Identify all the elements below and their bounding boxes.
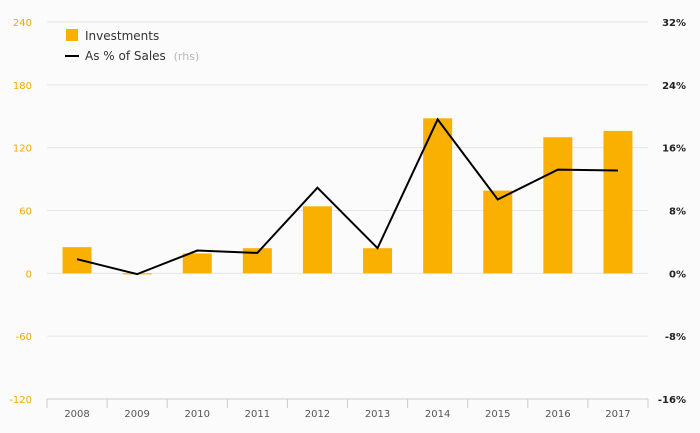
x-tick-label: 2012: [305, 409, 330, 420]
y-right-tick-label: 0%: [669, 269, 686, 280]
bar-investments-2013: [363, 248, 393, 274]
bar-investments-2014: [423, 118, 453, 274]
bar-investments-2015: [483, 190, 513, 274]
x-tick-label: 2014: [425, 409, 450, 420]
y-left-tick-label: 120: [13, 144, 32, 155]
legend-swatch-investments: [66, 29, 78, 41]
y-left-tick-label: -120: [9, 395, 32, 406]
x-tick-label: 2015: [485, 409, 510, 420]
y-right-tick-label: 16%: [662, 144, 686, 155]
y-left-tick-label: 0: [26, 269, 32, 280]
bar-investments-2017: [603, 130, 633, 274]
legend: Investments As % of Sales (rhs): [65, 29, 199, 63]
axes: 240 180 120 60 0 -60 -120 32% 24% 16% 8% 0% -8% -16% 2…: [9, 18, 686, 420]
legend-label-sales-pct: As % of Sales: [85, 49, 166, 63]
x-tick-label: 2017: [605, 409, 630, 420]
x-tick-label: 2009: [124, 409, 149, 420]
x-tick-label: 2016: [545, 409, 570, 420]
bar-investments-2010: [182, 253, 212, 274]
legend-label-sales-pct-group: As % of Sales (rhs): [85, 49, 199, 63]
y-right-tick-label: 8%: [669, 207, 686, 218]
line-as-pct-of-sales: [76, 117, 618, 276]
y-left-tick-label: 180: [13, 81, 32, 92]
y-right-tick-label: 32%: [662, 18, 686, 29]
y-left-tick-label: 240: [13, 18, 32, 29]
x-tick-label: 2011: [245, 409, 270, 420]
x-tick-label: 2013: [365, 409, 390, 420]
x-tick-label: 2008: [64, 409, 89, 420]
x-tick-label: 2010: [185, 409, 210, 420]
y-right-tick-label: -8%: [665, 332, 686, 343]
investment-bars: [62, 118, 633, 275]
bar-investments-2016: [543, 137, 573, 274]
y-left-tick-label: -60: [16, 332, 32, 343]
y-right-tick-label: -16%: [658, 395, 686, 406]
y-right-tick-label: 24%: [662, 81, 686, 92]
sales-pct-line: [76, 117, 618, 276]
legend-label-investments: Investments: [85, 29, 159, 43]
y-left-tick-label: 60: [19, 207, 32, 218]
legend-label-rhs: (rhs): [174, 50, 200, 63]
bar-investments-2012: [302, 206, 332, 274]
bar-investments-2008: [62, 247, 92, 274]
